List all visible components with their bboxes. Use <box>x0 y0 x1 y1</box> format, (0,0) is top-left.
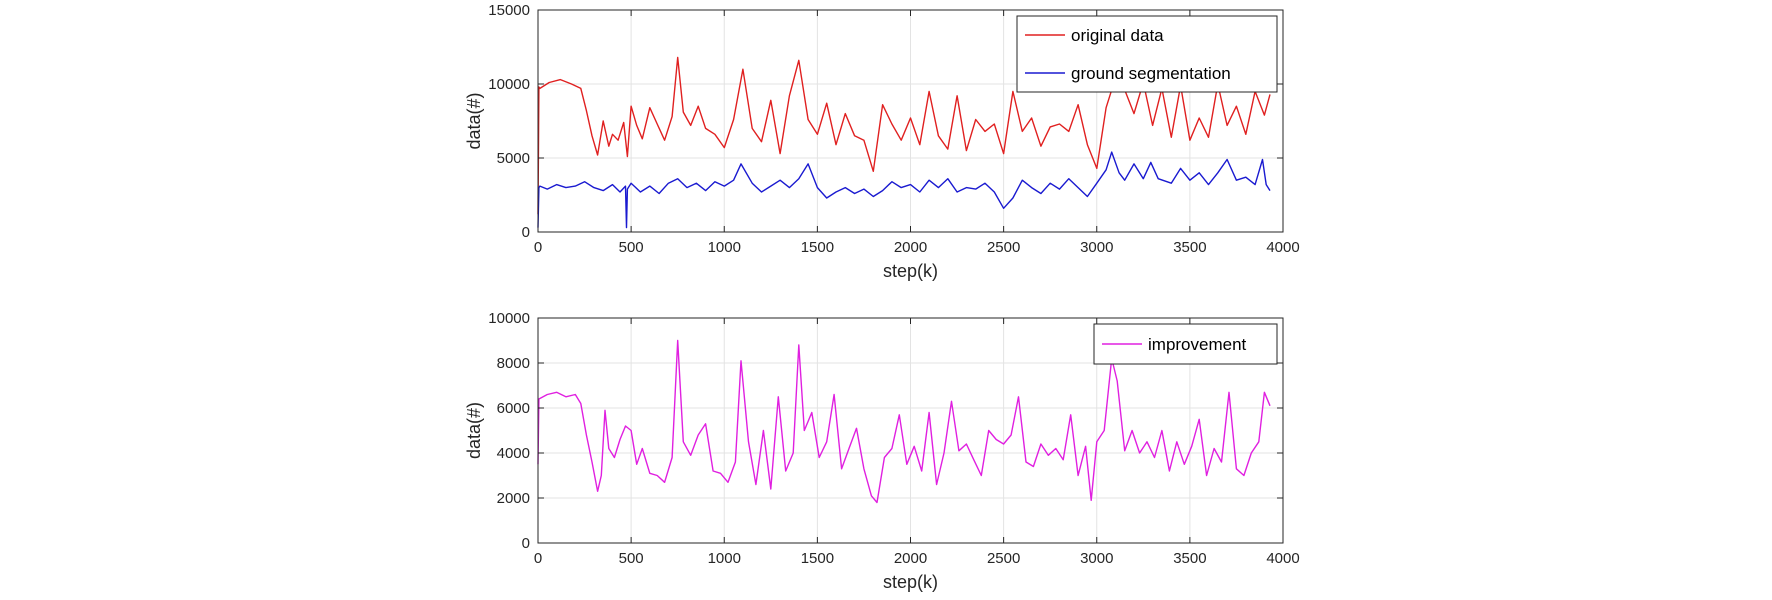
legend-label: original data <box>1071 26 1164 45</box>
y-tick-label: 6000 <box>497 400 530 417</box>
x-tick-label: 0 <box>534 239 542 256</box>
x-tick-label: 2000 <box>894 239 927 256</box>
x-tick-label: 1000 <box>708 550 741 567</box>
x-tick-label: 3500 <box>1173 239 1206 256</box>
y-tick-label: 15000 <box>488 2 530 19</box>
legend-label: ground segmentation <box>1071 64 1231 83</box>
y-tick-label: 5000 <box>497 150 530 167</box>
x-tick-label: 1000 <box>708 239 741 256</box>
x-tick-label: 3000 <box>1080 239 1113 256</box>
legend: original data ground segmentation <box>1016 15 1278 93</box>
x-tick-label: 2500 <box>987 550 1020 567</box>
x-tick-label: 4000 <box>1266 239 1299 256</box>
x-tick-label: 2500 <box>987 239 1020 256</box>
y-tick-label: 10000 <box>488 310 530 327</box>
y-tick-label: 0 <box>522 535 530 552</box>
chart-panel-1: 0 500 1000 1500 2000 2500 3000 3500 4000 0 5000 100… <box>464 2 1300 281</box>
x-tick-label: 2000 <box>894 550 927 567</box>
y-axis-label: data(#) <box>464 92 484 149</box>
x-axis-label: step(k) <box>883 261 938 281</box>
plot-panels: 0 500 1000 1500 2000 2500 3000 3500 400005000100… <box>464 2 1300 592</box>
y-tick-label: 8000 <box>497 355 530 372</box>
x-tick-label: 500 <box>619 550 644 567</box>
series-line-improvement <box>537 339 1271 504</box>
x-tick-label: 3000 <box>1080 550 1113 567</box>
x-tick-label: 1500 <box>801 550 834 567</box>
series-line-ground-segmentation <box>537 151 1271 229</box>
chart-panel-2: 0 500 1000 1500 2000 2500 3000 3500 4000 0 2000 400… <box>464 310 1300 592</box>
y-tick-label: 10000 <box>488 76 530 93</box>
y-axis-label: data(#) <box>464 402 484 459</box>
x-tick-label: 4000 <box>1266 550 1299 567</box>
legend: improvement <box>1093 323 1278 365</box>
y-tick-label: 2000 <box>497 490 530 507</box>
y-tick-label: 0 <box>522 224 530 241</box>
x-tick-label: 500 <box>619 239 644 256</box>
legend-box <box>1016 15 1278 93</box>
legend-label: improvement <box>1148 335 1247 354</box>
x-tick-label: 1500 <box>801 239 834 256</box>
series-line-original-data <box>537 56 1271 215</box>
x-tick-label: 0 <box>534 550 542 567</box>
x-tick-label: 3500 <box>1173 550 1206 567</box>
x-axis-label: step(k) <box>883 572 938 592</box>
y-tick-label: 4000 <box>497 445 530 462</box>
